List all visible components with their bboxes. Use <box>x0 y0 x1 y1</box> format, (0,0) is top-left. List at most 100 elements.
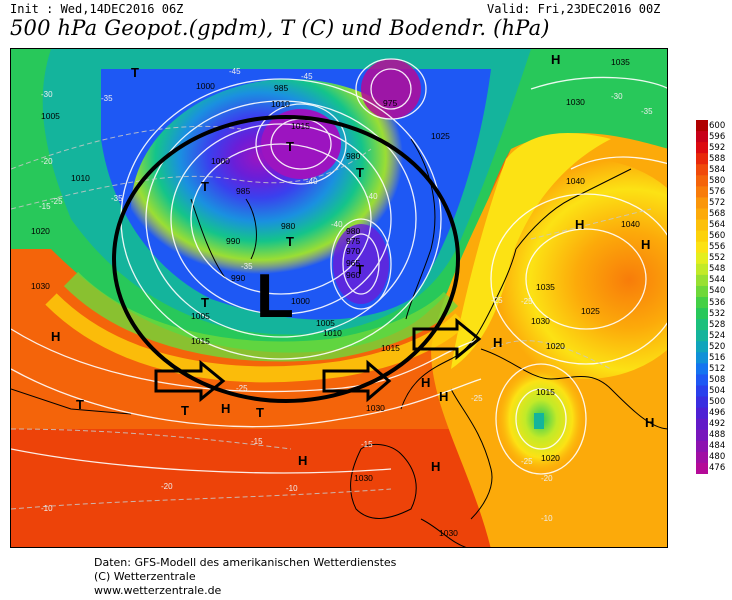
colorbar-label: 516 <box>709 352 726 363</box>
colorbar-swatch <box>696 230 708 243</box>
svg-text:-25: -25 <box>491 296 503 305</box>
colorbar-swatch <box>696 330 708 342</box>
colorbar-label: 556 <box>709 242 726 253</box>
colorbar-swatch <box>696 219 708 232</box>
svg-text:1020: 1020 <box>31 226 50 236</box>
south-red-field <box>11 429 531 547</box>
flow-arrow-2 <box>322 359 392 403</box>
svg-text:T: T <box>256 405 264 420</box>
svg-text:1010: 1010 <box>323 328 342 338</box>
colorbar-label: 492 <box>709 419 726 430</box>
svg-text:1010: 1010 <box>271 99 290 109</box>
svg-text:990: 990 <box>231 273 245 283</box>
colorbar-swatch <box>696 120 708 132</box>
colorbar-swatch <box>696 352 708 364</box>
colorbar-swatch <box>696 418 708 431</box>
footer-url[interactable]: www.wetterzentrale.de <box>94 584 222 597</box>
svg-text:1030: 1030 <box>531 316 550 326</box>
svg-text:H: H <box>298 453 307 468</box>
svg-text:1020: 1020 <box>541 453 560 463</box>
svg-text:980: 980 <box>346 226 360 236</box>
svg-text:-35: -35 <box>241 262 253 271</box>
colorbar-label: 488 <box>709 430 726 441</box>
svg-text:-10: -10 <box>286 484 298 493</box>
colorbar-swatch <box>696 407 708 420</box>
svg-text:H: H <box>551 52 560 67</box>
colorbar-label: 504 <box>709 386 726 397</box>
svg-text:-25: -25 <box>521 457 533 466</box>
colorbar-swatch <box>696 429 708 442</box>
high-labels: H H H H H H H H H H H <box>51 52 654 474</box>
svg-text:-25: -25 <box>471 394 483 403</box>
svg-text:-25: -25 <box>236 384 248 393</box>
colorbar-label: 568 <box>709 209 726 220</box>
colorbar-label: 544 <box>709 275 726 286</box>
colorbar-swatch <box>696 186 708 198</box>
svg-text:975: 975 <box>346 236 360 246</box>
colorbar-label: 600 <box>709 120 726 131</box>
temperature-labels: -30 -35 -20 -25 -35 -15 -25 -10 -10 -15 … <box>39 67 653 523</box>
svg-text:1030: 1030 <box>31 281 50 291</box>
greece-low-core <box>534 413 544 429</box>
colorbar-swatch <box>696 462 708 475</box>
svg-text:1035: 1035 <box>536 282 555 292</box>
svg-text:-15: -15 <box>361 440 373 449</box>
isobar-labels: 1005 1000 1000 1010 1015 1020 1030 1035 … <box>31 57 640 538</box>
temperature-lines <box>11 125 652 510</box>
colorbar-label: 524 <box>709 330 726 341</box>
svg-text:H: H <box>645 415 654 430</box>
svg-text:-35: -35 <box>641 107 653 116</box>
svg-text:1030: 1030 <box>566 97 585 107</box>
colorbar-label: 592 <box>709 142 726 153</box>
svg-text:1010: 1010 <box>71 173 90 183</box>
svg-text:1015: 1015 <box>536 387 555 397</box>
svg-text:1020: 1020 <box>546 341 565 351</box>
map-canvas: L H H H H H H H H H H H T T T T T T <box>11 49 667 547</box>
svg-text:1030: 1030 <box>366 403 385 413</box>
low-highlight-circle <box>112 115 460 403</box>
svg-text:-20: -20 <box>541 474 553 483</box>
svg-text:H: H <box>51 329 60 344</box>
svg-text:-10: -10 <box>41 504 53 513</box>
svg-text:-45: -45 <box>229 67 241 76</box>
svg-text:H: H <box>439 389 448 404</box>
svg-text:T: T <box>76 397 84 412</box>
svg-text:-20: -20 <box>41 157 53 166</box>
colorbar-label: 588 <box>709 153 726 164</box>
svg-text:T: T <box>286 234 294 249</box>
front-yellow-band <box>45 293 467 383</box>
colorbar-swatch <box>696 252 708 265</box>
colorbar-label: 484 <box>709 441 726 452</box>
north-purple-1 <box>261 109 341 179</box>
colorbar-swatch <box>696 131 708 143</box>
colorbar-swatch <box>696 440 708 453</box>
footer-data-source: Daten: GFS-Modell des amerikanischen Wet… <box>94 556 397 569</box>
colorbar-swatch <box>696 263 708 276</box>
flow-arrow-3 <box>412 317 482 361</box>
colorbar-label: 536 <box>709 297 726 308</box>
svg-text:T: T <box>356 262 364 277</box>
colorbar-label: 548 <box>709 264 726 275</box>
colorbar-swatch <box>696 197 708 209</box>
colorbar-swatch <box>696 175 708 187</box>
chart-title: 500 hPa Geopot.(gpdm), T (C) und Bodendr… <box>10 16 550 40</box>
colorbar-swatch <box>696 142 708 154</box>
svg-text:1000: 1000 <box>196 81 215 91</box>
svg-text:-40: -40 <box>331 220 343 229</box>
colorbar-label: 564 <box>709 220 726 231</box>
colorbar-swatch <box>696 241 708 254</box>
svg-text:1000: 1000 <box>211 156 230 166</box>
colorbar-swatch <box>696 319 708 331</box>
colorbar-swatch <box>696 374 708 386</box>
svg-text:-35: -35 <box>101 94 113 103</box>
colorbar-label: 576 <box>709 186 726 197</box>
svg-text:H: H <box>575 217 584 232</box>
svg-text:1005: 1005 <box>191 311 210 321</box>
colorbar-swatch <box>696 274 708 287</box>
weather-map: L H H H H H H H H H H H T T T T T T <box>10 48 668 548</box>
colorbar-swatch <box>696 363 708 375</box>
svg-text:990: 990 <box>226 236 240 246</box>
colorbar-label: 540 <box>709 286 726 297</box>
init-time: Init : Wed,14DEC2016 06Z <box>10 2 184 16</box>
svg-text:H: H <box>641 237 650 252</box>
